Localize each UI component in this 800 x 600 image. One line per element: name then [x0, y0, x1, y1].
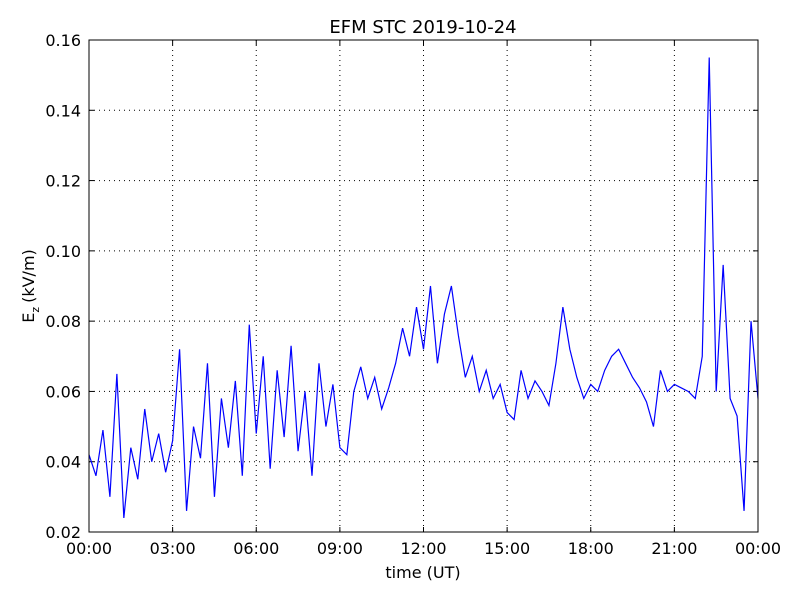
- y-tick-label: 0.12: [45, 172, 81, 191]
- x-tick-label: 00:00: [66, 539, 112, 558]
- plot-frame: [88, 39, 759, 533]
- x-tick-label: 00:00: [735, 539, 781, 558]
- x-tick-label: 03:00: [150, 539, 196, 558]
- y-tick-label: 0.02: [45, 523, 81, 542]
- data-line: [88, 57, 759, 518]
- y-tick-label: 0.04: [45, 453, 81, 472]
- x-tick-label: 12:00: [400, 539, 446, 558]
- y-label-sub: z: [29, 307, 42, 313]
- y-tick-label: 0.08: [45, 312, 81, 331]
- y-label-main: E: [19, 313, 38, 323]
- x-tick-label: 21:00: [651, 539, 697, 558]
- y-tick-label: 0.06: [45, 382, 81, 401]
- y-tick-label: 0.14: [45, 101, 81, 120]
- y-tick-label: 0.10: [45, 242, 81, 261]
- x-tick-label: 18:00: [568, 539, 614, 558]
- x-tick-label: 09:00: [317, 539, 363, 558]
- y-tick-label: 0.16: [45, 31, 81, 50]
- y-label-unit: (kV/m): [19, 249, 38, 303]
- chart-title: EFM STC 2019-10-24: [329, 17, 516, 38]
- x-axis-label: time (UT): [385, 563, 460, 582]
- y-axis-label: Ez (kV/m): [19, 249, 42, 323]
- x-tick-label: 15:00: [484, 539, 530, 558]
- x-tick-label: 06:00: [233, 539, 279, 558]
